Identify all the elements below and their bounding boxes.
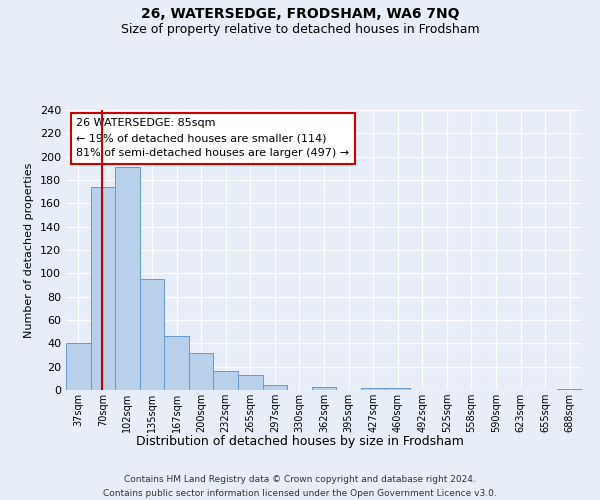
Y-axis label: Number of detached properties: Number of detached properties xyxy=(25,162,34,338)
Bar xyxy=(361,388,385,390)
Bar xyxy=(238,375,263,390)
Bar xyxy=(263,386,287,390)
Bar xyxy=(91,187,115,390)
Bar xyxy=(66,344,91,390)
Bar xyxy=(164,336,189,390)
Text: Size of property relative to detached houses in Frodsham: Size of property relative to detached ho… xyxy=(121,22,479,36)
Text: Distribution of detached houses by size in Frodsham: Distribution of detached houses by size … xyxy=(136,435,464,448)
Bar xyxy=(214,372,238,390)
Bar xyxy=(189,352,214,390)
Text: 26, WATERSEDGE, FRODSHAM, WA6 7NQ: 26, WATERSEDGE, FRODSHAM, WA6 7NQ xyxy=(141,8,459,22)
Text: Contains HM Land Registry data © Crown copyright and database right 2024.
Contai: Contains HM Land Registry data © Crown c… xyxy=(103,476,497,498)
Text: 26 WATERSEDGE: 85sqm
← 19% of detached houses are smaller (114)
81% of semi-deta: 26 WATERSEDGE: 85sqm ← 19% of detached h… xyxy=(76,118,349,158)
Bar xyxy=(557,389,582,390)
Bar xyxy=(312,386,336,390)
Bar xyxy=(140,279,164,390)
Bar xyxy=(385,388,410,390)
Bar xyxy=(115,167,140,390)
